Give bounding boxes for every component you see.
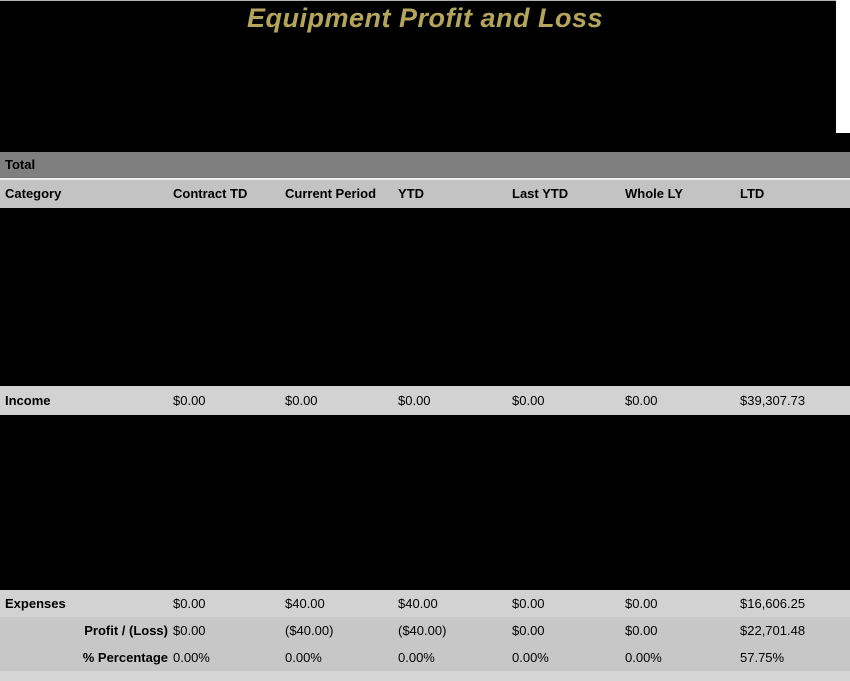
expenses-last-ytd: $0.00 bbox=[512, 596, 545, 611]
report-header bbox=[0, 0, 836, 152]
column-header-contract-td: Contract TD bbox=[173, 186, 248, 201]
expenses-whole-ly: $0.00 bbox=[625, 596, 658, 611]
header-corner-notch bbox=[837, 1, 850, 133]
expenses-contract-td: $0.00 bbox=[173, 596, 206, 611]
profit-loss-row: Profit / (Loss) $0.00 ($40.00) ($40.00) … bbox=[0, 617, 850, 644]
profit-loss-whole-ly: $0.00 bbox=[625, 623, 658, 638]
expenses-row-label: Expenses bbox=[5, 596, 66, 611]
income-contract-td: $0.00 bbox=[173, 393, 206, 408]
income-ytd: $0.00 bbox=[398, 393, 431, 408]
profit-loss-row-label: Profit / (Loss) bbox=[84, 623, 168, 638]
percentage-current-period: 0.00% bbox=[285, 650, 322, 665]
column-header-row: Category Contract TD Current Period YTD … bbox=[0, 180, 850, 208]
percentage-last-ytd: 0.00% bbox=[512, 650, 549, 665]
expenses-total-row: Expenses $0.00 $40.00 $40.00 $0.00 $0.00… bbox=[0, 590, 850, 617]
percentage-ltd: 57.75% bbox=[740, 650, 785, 665]
profit-loss-ytd: ($40.00) bbox=[398, 623, 447, 638]
percentage-ytd: 0.00% bbox=[398, 650, 435, 665]
footer-strip bbox=[0, 671, 850, 681]
total-section-label: Total bbox=[5, 157, 36, 172]
report-header-lower-band bbox=[0, 133, 850, 152]
profit-loss-contract-td: $0.00 bbox=[173, 623, 206, 638]
column-header-category: Category bbox=[5, 186, 62, 201]
profit-loss-last-ytd: $0.00 bbox=[512, 623, 545, 638]
report-title: Equipment Profit and Loss bbox=[246, 3, 603, 33]
percentage-row-label: % Percentage bbox=[82, 650, 168, 665]
income-total-row: Income $0.00 $0.00 $0.00 $0.00 $0.00 $39… bbox=[0, 386, 850, 415]
expenses-ltd: $16,606.25 bbox=[740, 596, 806, 611]
column-header-current-period: Current Period bbox=[285, 186, 377, 201]
redacted-expense-detail-block bbox=[0, 415, 850, 590]
income-last-ytd: $0.00 bbox=[512, 393, 545, 408]
total-section-bar: Total bbox=[0, 152, 850, 180]
income-row-label: Income bbox=[5, 393, 51, 408]
column-header-ltd: LTD bbox=[740, 186, 765, 201]
income-whole-ly: $0.00 bbox=[625, 393, 658, 408]
percentage-contract-td: 0.00% bbox=[173, 650, 210, 665]
expenses-current-period: $40.00 bbox=[285, 596, 325, 611]
income-current-period: $0.00 bbox=[285, 393, 318, 408]
income-ltd: $39,307.73 bbox=[740, 393, 806, 408]
profit-loss-ltd: $22,701.48 bbox=[740, 623, 806, 638]
percentage-row: % Percentage 0.00% 0.00% 0.00% 0.00% 0.0… bbox=[0, 644, 850, 671]
expenses-ytd: $40.00 bbox=[398, 596, 438, 611]
percentage-whole-ly: 0.00% bbox=[625, 650, 662, 665]
profit-loss-current-period: ($40.00) bbox=[285, 623, 334, 638]
column-header-ytd: YTD bbox=[398, 186, 424, 201]
redacted-income-detail-block bbox=[0, 208, 850, 386]
column-header-whole-ly: Whole LY bbox=[625, 186, 684, 201]
column-header-last-ytd: Last YTD bbox=[512, 186, 569, 201]
